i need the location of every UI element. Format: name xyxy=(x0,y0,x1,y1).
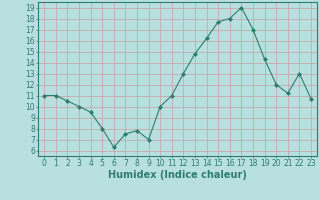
X-axis label: Humidex (Indice chaleur): Humidex (Indice chaleur) xyxy=(108,170,247,180)
